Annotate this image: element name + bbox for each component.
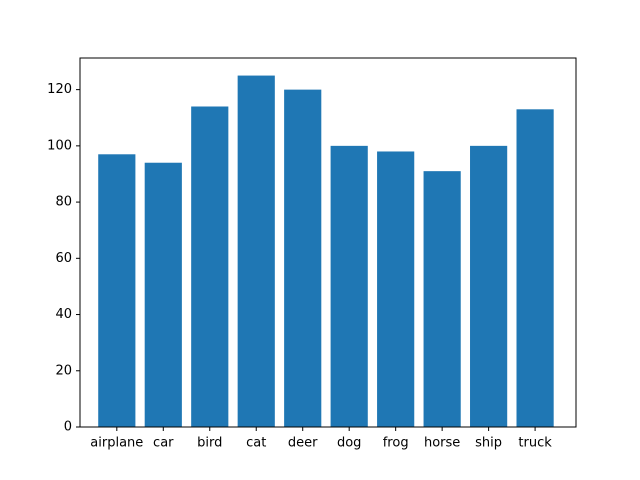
x-tick-label: deer <box>288 436 318 451</box>
bar <box>237 75 275 428</box>
x-tick-label: ship <box>475 436 502 451</box>
x-tick-label: bird <box>197 436 222 451</box>
x-tick-label: frog <box>383 436 409 451</box>
x-tick-label: truck <box>518 436 552 451</box>
bar <box>98 154 136 427</box>
x-tick-label: airplane <box>90 436 143 451</box>
plot-frame <box>79 57 577 428</box>
y-tick-label: 120 <box>47 82 72 97</box>
x-tick-label: dog <box>337 436 361 451</box>
y-tick-label: 40 <box>55 307 72 322</box>
bar <box>423 171 461 427</box>
y-tick-label: 80 <box>55 195 72 210</box>
bar <box>144 162 182 427</box>
y-tick-label: 60 <box>55 251 72 266</box>
bar <box>284 89 322 427</box>
x-tick-label: car <box>153 436 174 451</box>
bar <box>377 151 415 428</box>
y-tick-label: 20 <box>55 363 72 378</box>
bar <box>191 106 229 428</box>
bar <box>330 145 368 427</box>
bar <box>516 109 554 428</box>
y-tick-label: 0 <box>64 420 72 435</box>
bar <box>470 145 508 427</box>
y-tick-label: 100 <box>47 138 72 153</box>
x-tick-label: horse <box>424 436 460 451</box>
x-tick-label: cat <box>246 436 266 451</box>
